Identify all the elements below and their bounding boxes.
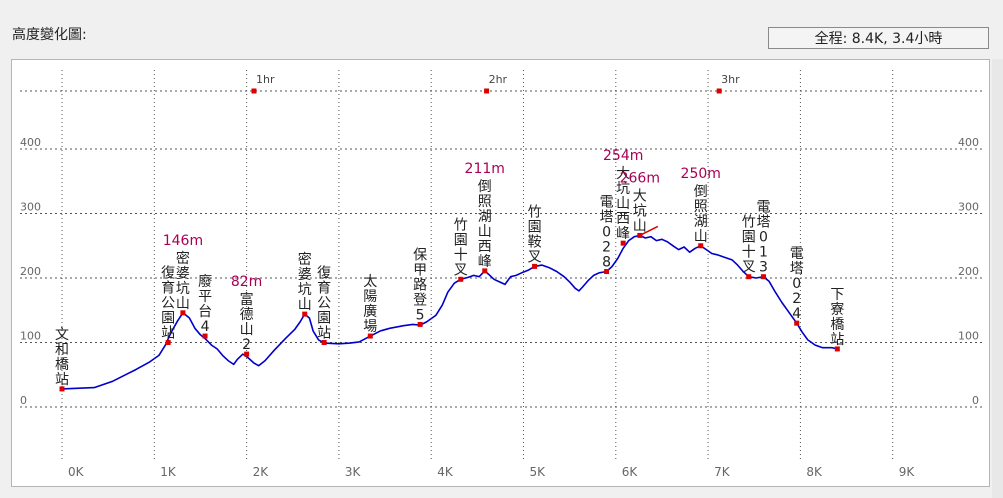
waypoint-label: 竹園十叉 [454, 217, 468, 278]
x-tick-label: 2K [253, 465, 270, 479]
peak-elevation-label: 266m [620, 170, 660, 186]
waypoint-marker [321, 340, 327, 345]
x-tick-label: 4K [437, 465, 454, 479]
time-marker [251, 88, 257, 94]
waypoint-marker [834, 346, 840, 352]
total-summary-box: 全程: 8.4K, 3.4小時 [768, 27, 989, 49]
waypoint-marker [302, 311, 308, 317]
waypoint-label: 廢平台 4 [198, 273, 212, 335]
x-tick-label: 9K [899, 465, 916, 479]
waypoint-label: 電塔 0 2 4 [790, 246, 804, 322]
y-tick-label-left: 100 [20, 330, 41, 343]
y-tick-label-right: 400 [958, 136, 979, 149]
waypoint-marker [482, 268, 488, 274]
peak-elevation-label: 211m [465, 161, 505, 177]
time-marker-label: 2hr [489, 73, 508, 86]
time-marker [716, 88, 722, 94]
waypoint-marker [165, 340, 171, 345]
summit-pointer [639, 225, 659, 237]
x-tick-label: 7K [714, 465, 731, 479]
x-tick-label: 0K [68, 465, 85, 479]
y-tick-label-left: 300 [20, 201, 41, 214]
waypoint-marker [794, 320, 800, 326]
time-marker-label: 3hr [721, 73, 740, 86]
waypoint-marker [59, 386, 65, 392]
waypoint-marker [180, 310, 186, 316]
time-marker [484, 88, 490, 94]
waypoint-marker [244, 351, 250, 357]
x-tick-label: 1K [160, 465, 177, 479]
peak-elevation-label: 254m [603, 148, 643, 164]
header: 高度變化圖: 全程: 8.4K, 3.4小時 [0, 0, 1003, 58]
waypoint-marker [604, 269, 610, 275]
x-tick-label: 8K [806, 465, 823, 479]
waypoint-label: 倒照湖山西峰 [478, 179, 492, 270]
waypoint-label: 大坑山西峰 [616, 166, 630, 242]
waypoint-label: 大坑山 [633, 188, 647, 234]
peak-elevation-label: 146m [163, 233, 203, 249]
y-tick-label-right: 300 [958, 201, 979, 214]
waypoint-marker [417, 321, 423, 327]
y-tick-label-right: 100 [958, 330, 979, 343]
waypoint-label: 電塔 0 2 8 [600, 195, 614, 271]
y-tick-label-right: 200 [958, 265, 979, 278]
waypoint-label: 電塔 0 1 3 [756, 200, 770, 276]
y-tick-label-left: 0 [20, 394, 27, 407]
peak-elevation-label: 82m [231, 274, 262, 290]
peak-elevation-label: 250m [681, 166, 721, 182]
chart-window-title: 高度變化圖: [12, 27, 87, 43]
right-edge-strip [992, 59, 1003, 498]
waypoint-label: 倒照湖山 [694, 184, 708, 245]
waypoint-label: 保甲路登 5 [413, 247, 427, 323]
waypoint-label: 密婆坑山 [176, 250, 190, 312]
elevation-chart-panel: 0K 1K 2K 3K 4K 5K 6K 7K 8K 9K 0 0 100 100 200 200 300 300… [11, 59, 990, 487]
waypoint-label: 富德山 2 [240, 291, 254, 353]
waypoint-marker [746, 274, 752, 280]
waypoint-label: 復育公園站 [161, 265, 175, 342]
waypoint-label: 竹園鞍叉 [528, 204, 542, 265]
time-marker-label: 1hr [256, 73, 275, 86]
waypoint-marker [202, 333, 208, 339]
x-tick-label: 6K [622, 465, 639, 479]
x-tick-label: 5K [530, 465, 547, 479]
waypoint-label: 文和橋站 [55, 327, 69, 388]
y-tick-label-left: 200 [20, 265, 41, 278]
waypoint-label: 密婆坑山 [298, 251, 312, 313]
waypoint-label: 復育公園站 [317, 265, 331, 342]
waypoint-label: 竹園十叉 [742, 215, 756, 276]
waypoint-label: 太陽廣場 [363, 274, 377, 335]
waypoint-marker [458, 276, 464, 282]
waypoint-marker [760, 274, 766, 280]
waypoint-marker [620, 240, 626, 246]
y-tick-label-right: 0 [972, 394, 979, 407]
x-tick-label: 3K [345, 465, 362, 479]
waypoint-marker [532, 263, 538, 269]
elevation-chart: 0K 1K 2K 3K 4K 5K 6K 7K 8K 9K 0 0 100 100 200 200 300 300… [20, 70, 982, 479]
y-tick-label-left: 400 [20, 136, 41, 149]
waypoint-marker [367, 333, 373, 339]
elevation-line [61, 234, 838, 390]
waypoint-marker [698, 243, 704, 249]
waypoint-label: 下寮橋站 [830, 287, 844, 348]
